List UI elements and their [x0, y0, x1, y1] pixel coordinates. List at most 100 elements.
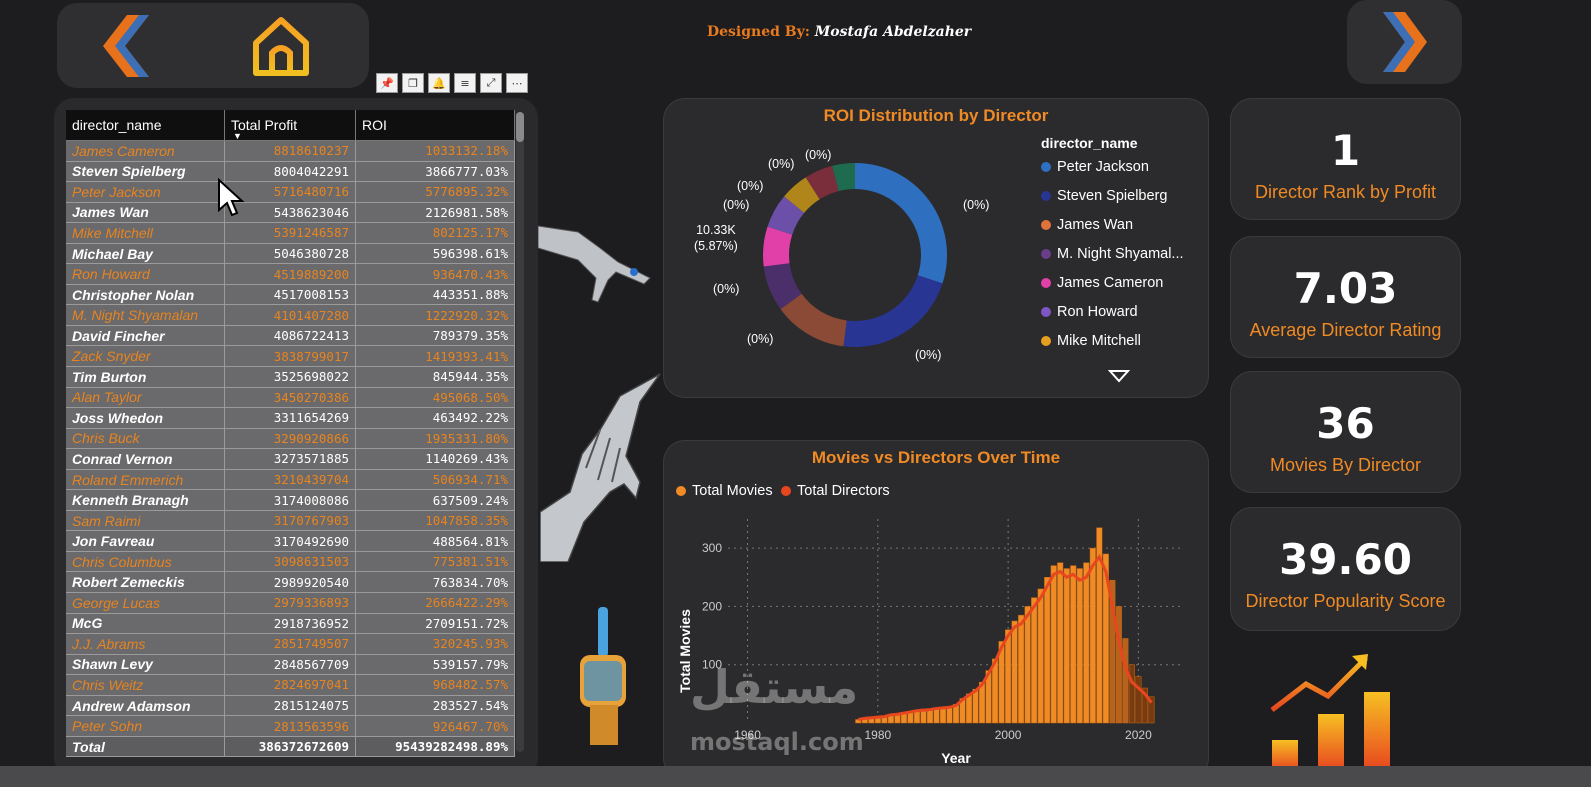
col-total-profit[interactable]: Total Profit ▼	[224, 110, 356, 141]
donut-legend-item[interactable]: Steven Spielberg	[1041, 188, 1167, 204]
table-scroll-thumb[interactable]	[516, 112, 524, 142]
bar-total-movies[interactable]	[1089, 547, 1096, 724]
donut-legend-item[interactable]: Ron Howard	[1041, 304, 1138, 320]
bar-total-movies[interactable]	[1057, 562, 1064, 724]
bottom-strip	[0, 766, 1591, 787]
line-total-directors[interactable]	[858, 553, 1153, 721]
bar-total-movies[interactable]	[1141, 687, 1148, 724]
donut-value-line2: (5.87%)	[694, 239, 738, 253]
cell-director-name: Tim Burton	[66, 366, 225, 388]
bar-total-movies[interactable]	[1011, 620, 1018, 724]
table-row[interactable]: Chris Weitz 2824697041 968482.57%	[66, 674, 515, 696]
donut-slice[interactable]	[780, 293, 847, 347]
donut-slice[interactable]	[763, 226, 793, 267]
table-row[interactable]: David Fincher 4086722413 789379.35%	[66, 325, 515, 347]
pin-icon[interactable]: 📌	[376, 73, 398, 93]
table-row[interactable]: Roland Emmerich 3210439704 506934.71%	[66, 469, 515, 491]
donut-slice[interactable]	[843, 275, 943, 347]
bar-total-movies[interactable]	[1070, 565, 1077, 724]
col-roi[interactable]: ROI	[355, 110, 515, 141]
table-row[interactable]: James Cameron 8818610237 1033132.18%	[66, 140, 515, 162]
donut-legend-item[interactable]: James Wan	[1041, 217, 1133, 233]
table-row[interactable]: Mike Mitchell 5391246587 802125.17%	[66, 222, 515, 244]
bar-total-movies[interactable]	[1102, 553, 1109, 724]
table-row[interactable]: Conrad Vernon 3273571885 1140269.43%	[66, 448, 515, 470]
bar-total-movies[interactable]	[1128, 664, 1135, 724]
table-row[interactable]: Chris Columbus 3098631503 775381.51%	[66, 551, 515, 573]
home-icon[interactable]	[250, 13, 312, 79]
donut-slice[interactable]	[832, 163, 855, 192]
cell-director-name: Shawn Levy	[66, 654, 225, 676]
cell-roi: 3866777.03%	[355, 161, 515, 183]
bar-total-movies[interactable]	[1096, 527, 1103, 724]
bar-total-movies[interactable]	[1018, 614, 1025, 724]
bar-total-movies[interactable]	[972, 688, 979, 724]
movies-chart-title: Movies vs Directors Over Time	[811, 448, 1061, 467]
bar-total-movies[interactable]	[1083, 562, 1090, 724]
donut-legend-item[interactable]: Mike Mitchell	[1041, 333, 1141, 349]
table-row[interactable]: Peter Jackson 5716480716 5776895.32%	[66, 181, 515, 203]
bar-total-movies[interactable]	[998, 641, 1005, 724]
table-row[interactable]: Peter Sohn 2813563596 926467.70%	[66, 715, 515, 737]
donut-slice[interactable]	[855, 163, 947, 284]
table-row[interactable]: George Lucas 2979336893 2666422.29%	[66, 592, 515, 614]
donut-slice[interactable]	[767, 196, 805, 235]
bell-icon[interactable]: 🔔	[428, 73, 450, 93]
total-label: Total	[66, 736, 225, 758]
table-row[interactable]: Chris Buck 3290920866 1935331.80%	[66, 428, 515, 450]
bar-total-movies[interactable]	[1109, 579, 1116, 724]
col-director-name[interactable]: director_name	[66, 110, 225, 141]
bar-total-movies[interactable]	[946, 706, 953, 724]
donut-slice[interactable]	[805, 165, 839, 200]
table-row[interactable]: Michael Bay 5046380728 596398.61%	[66, 243, 515, 265]
bar-total-movies[interactable]	[1135, 676, 1142, 724]
donut-legend-item[interactable]: M. Night Shyamal...	[1041, 246, 1184, 262]
bar-total-movies[interactable]	[1076, 568, 1083, 724]
cell-total-profit: 3170492690	[224, 530, 356, 552]
donut-slice[interactable]	[784, 177, 820, 213]
bar-total-movies[interactable]	[1122, 638, 1129, 724]
donut-legend-item[interactable]: James Cameron	[1041, 275, 1163, 291]
back-arrow-icon[interactable]	[99, 13, 157, 79]
filter-icon[interactable]: ≡	[454, 73, 476, 93]
bar-total-movies[interactable]	[1050, 565, 1057, 724]
donut-slice[interactable]	[763, 263, 802, 310]
table-row[interactable]: James Wan 5438623046 2126981.58%	[66, 202, 515, 224]
bar-total-movies[interactable]	[1005, 629, 1012, 724]
table-row[interactable]: Robert Zemeckis 2989920540 763834.70%	[66, 571, 515, 594]
table-row[interactable]: Shawn Levy 2848567709 539157.79%	[66, 654, 515, 676]
table-row[interactable]: Zack Snyder 3838799017 1419393.41%	[66, 345, 515, 368]
table-row[interactable]: Kenneth Branagh 3174008086 637509.24%	[66, 489, 515, 511]
table-row[interactable]: Alan Taylor 3450270386 495068.50%	[66, 387, 515, 409]
table-row[interactable]: Sam Raimi 3170767903 1047858.35%	[66, 510, 515, 532]
bar-total-movies[interactable]	[1044, 577, 1051, 724]
table-row[interactable]: McG 2918736952 2709151.72%	[66, 613, 515, 635]
cell-roi: 802125.17%	[355, 222, 515, 244]
bar-total-movies[interactable]	[855, 719, 862, 724]
bar-total-movies[interactable]	[1024, 606, 1031, 724]
focus-mode-icon[interactable]: ⤢	[480, 73, 502, 93]
table-row[interactable]: Christopher Nolan 4517008153 443351.88%	[66, 284, 515, 306]
legend-total-directors: Total Directors	[781, 483, 890, 499]
table-row[interactable]: Andrew Adamson 2815124075 283527.54%	[66, 695, 515, 717]
bar-total-movies[interactable]	[992, 658, 999, 724]
table-row[interactable]: Steven Spielberg 8004042291 3866777.03%	[66, 161, 515, 183]
bar-total-movies[interactable]	[1148, 696, 1155, 724]
more-options-icon[interactable]: ⋯	[506, 73, 528, 93]
bar-total-movies[interactable]	[1031, 597, 1038, 724]
table-row[interactable]: Ron Howard 4519889200 936470.43%	[66, 263, 515, 285]
bar-total-movies[interactable]	[1063, 568, 1070, 724]
table-row[interactable]: Joss Whedon 3311654269 463492.22%	[66, 407, 515, 429]
copy-icon[interactable]: ❐	[402, 73, 424, 93]
table-row[interactable]: Jon Favreau 3170492690 488564.81%	[66, 530, 515, 552]
table-scrollbar[interactable]	[516, 112, 524, 752]
table-row[interactable]: J.J. Abrams 2851749507 320245.93%	[66, 633, 515, 655]
forward-arrow-icon[interactable]	[1379, 10, 1429, 74]
bar-total-movies[interactable]	[1115, 606, 1122, 724]
donut-legend-item[interactable]: Peter Jackson	[1041, 159, 1149, 175]
table-row[interactable]: M. Night Shyamalan 4101407280 1222920.32%	[66, 304, 515, 326]
legend-scroll-down-icon[interactable]	[1108, 369, 1130, 383]
bar-total-movies[interactable]	[939, 707, 946, 724]
bar-total-movies[interactable]	[1037, 588, 1044, 724]
table-row[interactable]: Tim Burton 3525698022 845944.35%	[66, 366, 515, 388]
